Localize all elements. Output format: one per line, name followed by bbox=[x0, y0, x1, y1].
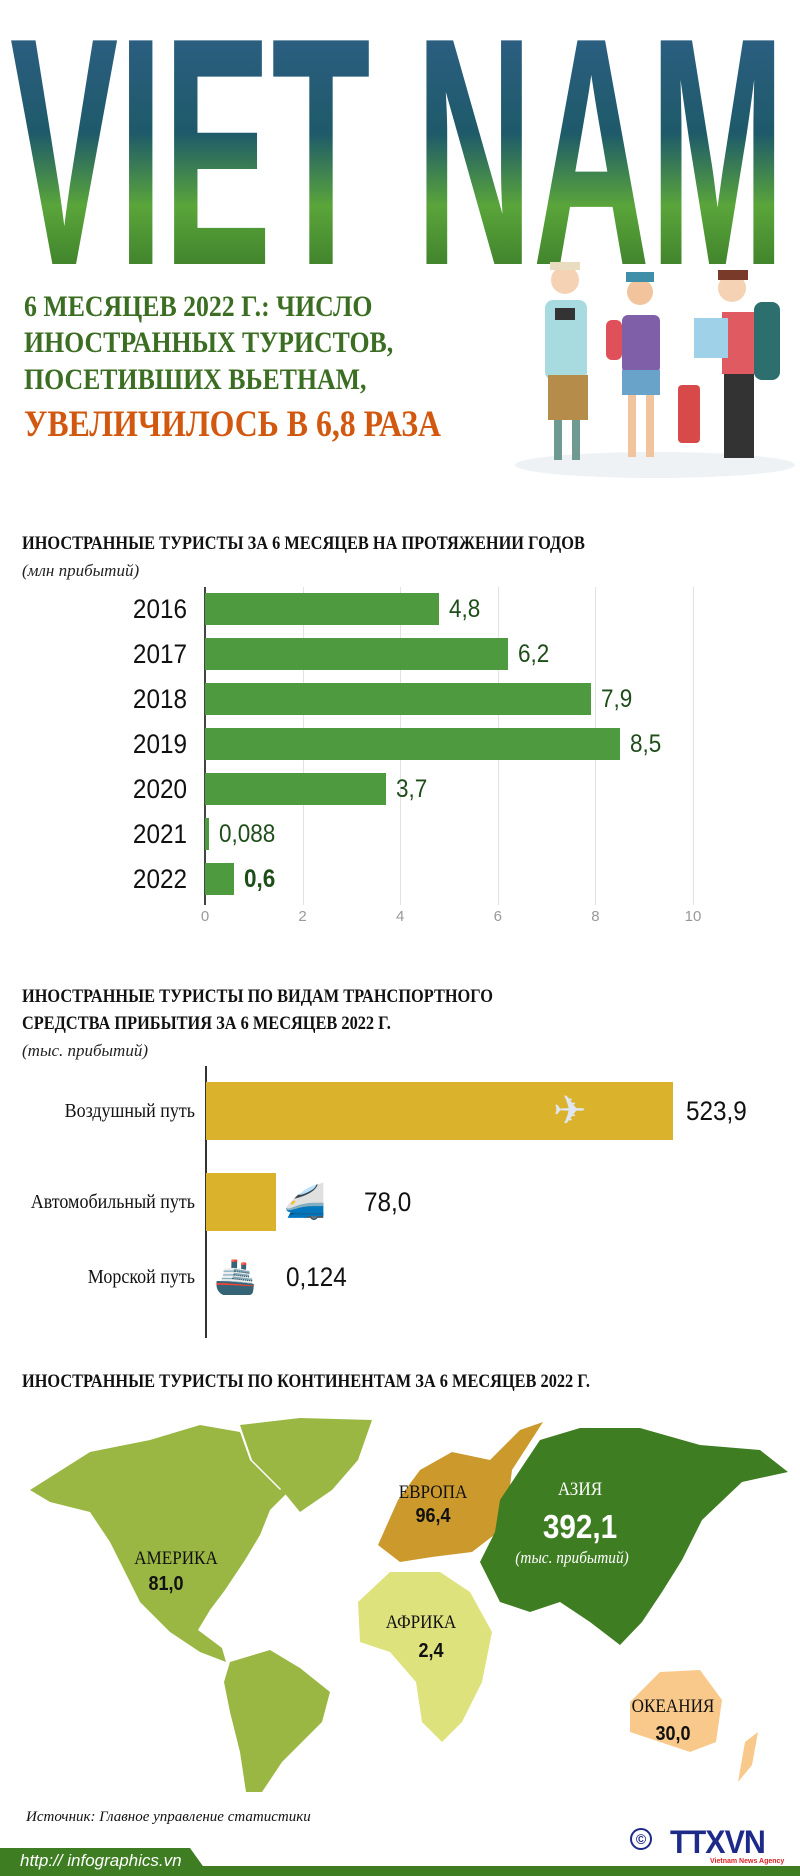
map-unit-note: (тыс. прибытий) bbox=[515, 1548, 629, 1567]
infographics-link[interactable]: http:// infographics.vn bbox=[20, 1851, 182, 1870]
value-europe: 96,4 bbox=[415, 1505, 451, 1527]
viet-nam-title-art: VIET NAM bbox=[10, 30, 785, 265]
headline-line-3: ПОСЕТИВШИХ ВЬЕТНАМ, bbox=[24, 363, 367, 396]
map-region-greenland bbox=[240, 1418, 372, 1512]
map-region-oceania bbox=[630, 1670, 722, 1752]
chart2-subtitle: (тыс. прибытий) bbox=[22, 1041, 148, 1060]
value-oceania: 30,0 bbox=[655, 1723, 691, 1745]
value-america: 81,0 bbox=[148, 1573, 184, 1595]
map-region-south-america bbox=[224, 1650, 330, 1792]
label-asia: АЗИЯ bbox=[557, 1479, 603, 1500]
footer-bar bbox=[0, 1866, 800, 1876]
label-africa: АФРИКА bbox=[385, 1612, 457, 1633]
map-region-europe bbox=[378, 1422, 543, 1562]
label-america: АМЕРИКА bbox=[134, 1548, 218, 1569]
ttxvn-logo: TTXVN bbox=[670, 1824, 766, 1860]
label-oceania: ОКЕАНИЯ bbox=[631, 1696, 715, 1717]
map-region-asia bbox=[480, 1428, 788, 1645]
source-note: Источник: Главное управление статистики bbox=[26, 1809, 311, 1825]
headline-line-2: ИНОСТРАННЫХ ТУРИСТОВ, bbox=[24, 326, 394, 359]
map-region-africa bbox=[358, 1572, 492, 1742]
chart2-title-line-1: ИНОСТРАННЫЕ ТУРИСТЫ ПО ВИДАМ ТРАНСПОРТНО… bbox=[22, 986, 493, 1007]
chart2-title-line-2: СРЕДСТВА ПРИБЫТИЯ ЗА 6 МЕСЯЦЕВ 2022 Г. bbox=[22, 1013, 391, 1034]
value-asia: 392,1 bbox=[542, 1508, 618, 1545]
headline-highlight: УВЕЛИЧИЛОСЬ В 6,8 РАЗА bbox=[24, 404, 442, 445]
copyright-icon: © bbox=[630, 1828, 652, 1850]
tourists-illustration bbox=[515, 262, 795, 478]
value-africa: 2,4 bbox=[418, 1640, 444, 1662]
chart1-title: ИНОСТРАННЫЕ ТУРИСТЫ ЗА 6 МЕСЯЦЕВ НА ПРОТ… bbox=[22, 533, 585, 554]
map-title: ИНОСТРАННЫЕ ТУРИСТЫ ПО КОНТИНЕНТАМ ЗА 6 … bbox=[22, 1371, 590, 1392]
chart1-subtitle: (млн прибытий) bbox=[22, 561, 140, 580]
headline-line-1: 6 МЕСЯЦЕВ 2022 Г.: ЧИСЛО bbox=[24, 290, 373, 323]
map-region-new-zealand bbox=[738, 1732, 758, 1782]
map-region-america bbox=[30, 1425, 300, 1662]
viet-nam-title-text: VIET NAM bbox=[10, 30, 785, 265]
footer-url-tab bbox=[0, 1848, 210, 1876]
ttxvn-logo-subtitle: Vietnam News Agency bbox=[710, 1858, 785, 1865]
label-europe: ЕВРОПА bbox=[398, 1482, 468, 1503]
